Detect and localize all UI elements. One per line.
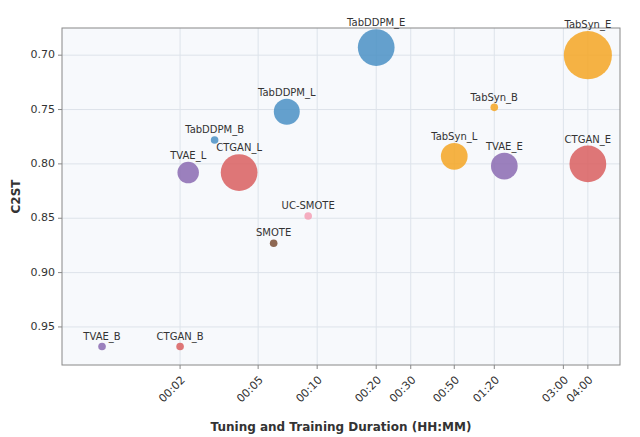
x-grid-line xyxy=(317,28,318,365)
point-label: TVAE_B xyxy=(82,331,120,343)
x-grid-line xyxy=(563,28,564,365)
bubble xyxy=(177,162,199,184)
x-tick-label: 00:02 xyxy=(156,374,188,406)
y-tick xyxy=(58,218,62,219)
y-tick xyxy=(58,326,62,327)
bubble xyxy=(569,146,606,183)
x-tick xyxy=(376,365,377,369)
point-label: UC-SMOTE xyxy=(282,200,335,211)
x-tick xyxy=(258,365,259,369)
bubble xyxy=(176,343,184,351)
y-grid-line xyxy=(62,109,620,110)
y-tick xyxy=(58,163,62,164)
x-grid-line xyxy=(494,28,495,365)
point-label: CTGAN_B xyxy=(157,331,204,343)
point-label: TVAE_E xyxy=(485,141,523,153)
y-grid-line xyxy=(62,326,620,327)
y-tick-label: 0.80 xyxy=(31,157,56,170)
x-grid-line xyxy=(454,28,455,365)
x-tick xyxy=(454,365,455,369)
y-tick-label: 0.95 xyxy=(31,320,56,333)
y-tick xyxy=(58,272,62,273)
x-tick-label: 01:20 xyxy=(470,374,502,406)
point-label: SMOTE xyxy=(256,227,291,238)
x-grid-line xyxy=(258,28,259,365)
y-grid-line xyxy=(62,163,620,164)
plot-frame xyxy=(62,28,620,365)
bubble xyxy=(491,153,518,180)
y-grid-line xyxy=(62,272,620,273)
chart: 00:02 00:05 00:10 00:2000:30 00:5001:20 03:00… xyxy=(0,0,640,437)
x-tick-label: 00:50 xyxy=(430,374,462,406)
point-label: TabDDPM_B xyxy=(184,124,244,136)
x-tick xyxy=(180,365,181,369)
point-label: CTGAN_L xyxy=(216,142,262,154)
x-grid-line xyxy=(180,28,181,365)
point-label: TabSyn_B xyxy=(470,92,519,104)
x-axis-label: Tuning and Training Duration (HH:MM) xyxy=(211,420,472,434)
x-tick xyxy=(587,365,588,369)
plot-area xyxy=(62,28,620,365)
points xyxy=(98,29,612,350)
y-tick xyxy=(58,55,62,56)
x-tick-label: 00:10 xyxy=(293,374,325,406)
bubble xyxy=(221,154,258,191)
point-label: TVAE_L xyxy=(169,150,206,162)
bubble xyxy=(98,343,106,351)
bubble xyxy=(304,212,312,220)
x-tick xyxy=(410,365,411,369)
bubble xyxy=(564,31,612,79)
x-tick-label: 00:30 xyxy=(387,374,419,406)
y-tick xyxy=(58,109,62,110)
bubble xyxy=(358,29,395,66)
point-label: TabSyn_L xyxy=(430,131,478,143)
x-grid-line xyxy=(376,28,377,365)
x-tick-label: 00:05 xyxy=(234,374,266,406)
x-tick xyxy=(317,365,318,369)
bubble xyxy=(274,99,300,125)
x-tick xyxy=(494,365,495,369)
x-tick-label: 04:00 xyxy=(564,374,596,406)
point-label: TabSyn_E xyxy=(563,19,611,31)
x-grid-line xyxy=(410,28,411,365)
bubble xyxy=(490,104,498,112)
y-axis-label: C2ST xyxy=(9,179,23,214)
bubble xyxy=(441,143,468,170)
bubble xyxy=(270,239,278,247)
y-grid-line xyxy=(62,55,620,56)
point-label: TabDDPM_E xyxy=(346,17,405,29)
x-tick xyxy=(563,365,564,369)
point-labels: TabDDPM_E TabDDPM_L TabDDPM_B TabSyn_E TabSy… xyxy=(82,17,611,343)
y-tick-label: 0.75 xyxy=(31,103,56,116)
y-tick-label: 0.85 xyxy=(31,211,56,224)
x-tick-label: 00:20 xyxy=(352,374,384,406)
point-label: CTGAN_E xyxy=(565,134,611,146)
grid xyxy=(62,28,620,365)
y-grid-line xyxy=(62,218,620,219)
point-label: TabDDPM_L xyxy=(257,87,316,99)
y-tick-label: 0.90 xyxy=(31,266,56,279)
y-tick-label: 0.70 xyxy=(31,48,56,61)
x-tick-label: 03:00 xyxy=(540,374,572,406)
axes: 00:02 00:05 00:10 00:2000:30 00:5001:20 03:00… xyxy=(31,28,621,405)
